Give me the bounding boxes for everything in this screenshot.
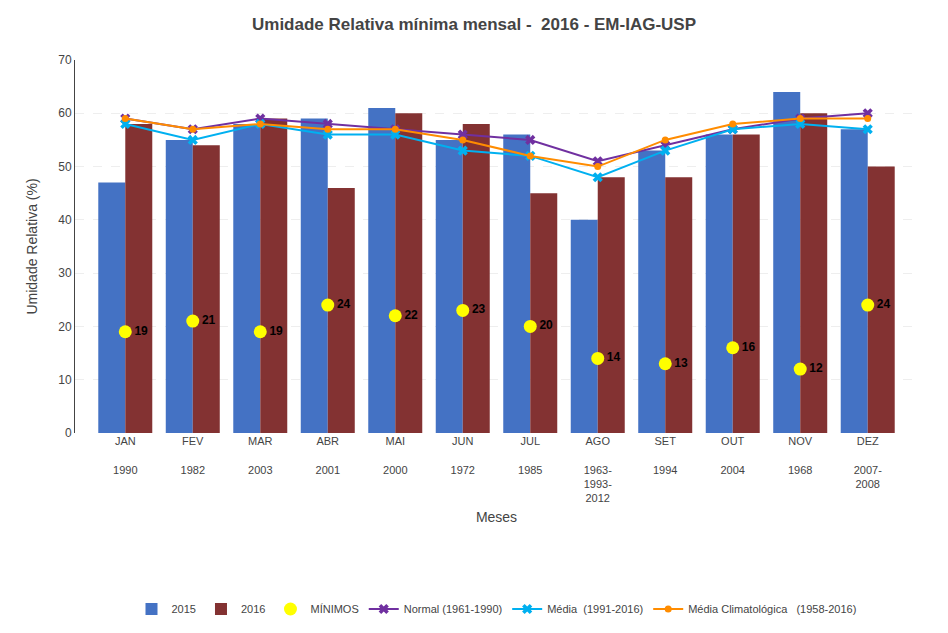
svg-text:2015: 2015 xyxy=(172,603,196,615)
svg-text:70: 70 xyxy=(58,53,72,67)
svg-text:Média Climatológica (1958-20: Média Climatológica (1958-2016) xyxy=(688,603,856,615)
svg-text:12: 12 xyxy=(809,361,823,375)
svg-text:Umidade Relativa mínima mensal: Umidade Relativa mínima mensal - 2016 - … xyxy=(252,15,696,34)
svg-text:50: 50 xyxy=(58,160,72,174)
svg-text:SET1994: SET1994 xyxy=(653,435,677,476)
svg-text:ABR2001: ABR2001 xyxy=(316,435,340,476)
svg-text:19: 19 xyxy=(134,324,148,338)
svg-text:23: 23 xyxy=(472,302,486,316)
svg-text:NOV1968: NOV1968 xyxy=(788,435,813,476)
svg-text:10: 10 xyxy=(58,373,72,387)
svg-text:20: 20 xyxy=(58,320,72,334)
svg-text:Normal (1961-1990): Normal (1961-1990) xyxy=(404,603,502,615)
svg-text:21: 21 xyxy=(202,313,216,327)
svg-text:JUL1985: JUL1985 xyxy=(518,435,542,476)
svg-text:13: 13 xyxy=(674,356,688,370)
svg-text:Média (1991-2016): Média (1991-2016) xyxy=(547,603,643,615)
svg-text:Meses: Meses xyxy=(476,509,517,525)
svg-text:40: 40 xyxy=(58,213,72,227)
svg-text:2016: 2016 xyxy=(241,603,265,615)
svg-text:MAR2003: MAR2003 xyxy=(248,435,273,476)
svg-text:FEV1982: FEV1982 xyxy=(181,435,205,476)
svg-text:AGO1963-1993-2012: AGO1963-1993-2012 xyxy=(584,435,612,504)
svg-text:Umidade Relativa (%): Umidade Relativa (%) xyxy=(24,178,40,314)
svg-text:OUT2004: OUT2004 xyxy=(720,435,744,476)
svg-text:MAI2000: MAI2000 xyxy=(383,435,407,476)
svg-text:30: 30 xyxy=(58,266,72,280)
svg-text:0: 0 xyxy=(65,426,72,440)
svg-text:JAN1990: JAN1990 xyxy=(113,435,137,476)
svg-text:19: 19 xyxy=(269,324,283,338)
svg-text:24: 24 xyxy=(337,297,351,311)
svg-text:DEZ2007-2008: DEZ2007-2008 xyxy=(854,435,882,490)
svg-text:22: 22 xyxy=(404,308,418,322)
svg-text:14: 14 xyxy=(607,350,621,364)
svg-text:20: 20 xyxy=(539,318,553,332)
svg-text:24: 24 xyxy=(877,297,891,311)
svg-text:60: 60 xyxy=(58,106,72,120)
svg-text:JUN1972: JUN1972 xyxy=(451,435,475,476)
svg-text:MÍNIMOS: MÍNIMOS xyxy=(310,603,358,615)
svg-text:16: 16 xyxy=(742,340,756,354)
